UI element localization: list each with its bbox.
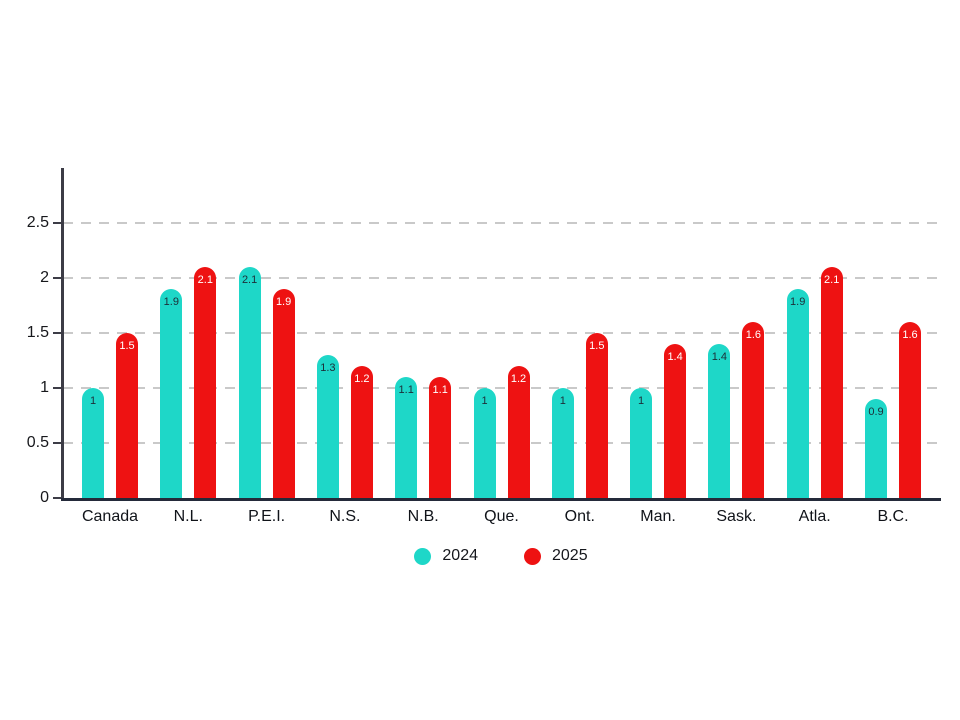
bar-value-label: 1.9 xyxy=(790,296,806,308)
bar-value-label: 1.2 xyxy=(510,373,527,385)
bar-value-label: 1.9 xyxy=(163,296,179,308)
bar-value-label: 1.1 xyxy=(398,384,414,396)
bar-value-label: 2.1 xyxy=(241,274,258,286)
bar-value-label: 2.1 xyxy=(824,274,840,286)
y-axis-label: 2 xyxy=(40,269,49,286)
bar-value-label: 1.5 xyxy=(589,340,605,352)
x-axis-label: Sask. xyxy=(716,508,757,525)
bar-2025nb: 1.1 xyxy=(429,377,452,498)
bar-2024ont: 1 xyxy=(551,388,574,498)
bar-value-label: 1.3 xyxy=(320,362,336,374)
bar-2024nb: 1.1 xyxy=(395,377,418,498)
y-axis-tick xyxy=(53,497,62,499)
bar-2025man: 1.4 xyxy=(664,344,687,498)
gridline xyxy=(63,277,940,279)
y-axis-tick xyxy=(53,442,62,444)
bar-value-label: 1 xyxy=(559,395,566,407)
bar-value-label: 1.6 xyxy=(902,329,918,341)
gridline xyxy=(63,332,940,334)
bar-value-label: 1.4 xyxy=(711,351,728,363)
y-axis-label: 0 xyxy=(40,489,49,506)
y-axis-tick xyxy=(53,387,62,389)
x-axis-label: Ont. xyxy=(564,508,595,525)
bar-2024sask: 1.4 xyxy=(708,344,731,498)
bar-2024pei: 2.1 xyxy=(238,267,261,498)
x-axis-label: P.E.I. xyxy=(248,508,286,525)
y-axis-label: 1 xyxy=(40,379,49,396)
bar-2025ont: 1.5 xyxy=(585,333,608,498)
bar-2025ns: 1.2 xyxy=(350,366,373,498)
bar-2025pei: 1.9 xyxy=(272,289,295,498)
bar-value-label: 2.1 xyxy=(197,274,213,286)
bar-2025atla: 2.1 xyxy=(820,267,843,498)
x-axis-label: Atla. xyxy=(798,508,831,525)
legend-label: 2025 xyxy=(552,547,588,564)
legend-label: 2024 xyxy=(442,547,478,564)
bar-value-label: 1.4 xyxy=(667,351,683,363)
x-axis-label: N.L. xyxy=(173,508,203,525)
x-axis-label: Man. xyxy=(640,508,676,525)
bar-2025que: 1.2 xyxy=(507,366,530,498)
x-axis-line xyxy=(61,498,941,501)
bar-value-label: 1.6 xyxy=(745,329,762,341)
y-axis-tick xyxy=(53,222,62,224)
x-axis-label: N.S. xyxy=(329,508,361,525)
gridline xyxy=(63,387,940,389)
bar-2024que: 1 xyxy=(473,388,496,498)
y-axis-label: 0.5 xyxy=(26,434,49,451)
legend-item-2024: 2024 xyxy=(414,547,478,565)
bar-2024canada: 1 xyxy=(82,388,104,498)
gridline xyxy=(63,442,940,444)
legend-swatch-icon xyxy=(414,547,432,565)
x-axis-label: Canada xyxy=(81,508,139,525)
bar-2024ns: 1.3 xyxy=(316,355,339,498)
legend-swatch-icon xyxy=(524,547,541,565)
bar-2024nl: 1.9 xyxy=(160,289,183,498)
x-axis-label: N.B. xyxy=(407,508,439,525)
bar-value-label: 1 xyxy=(638,395,645,407)
gridline xyxy=(63,222,940,224)
bar-2024bc: 0.9 xyxy=(865,399,887,498)
bar-value-label: 1 xyxy=(89,395,97,407)
bar-2025canada: 1.5 xyxy=(116,333,138,498)
y-axis-label: 1.5 xyxy=(26,324,49,341)
bar-value-label: 1.2 xyxy=(354,373,370,385)
x-axis-label: B.C. xyxy=(877,508,909,525)
y-axis-line xyxy=(61,168,64,500)
bar-2025bc: 1.6 xyxy=(899,322,921,498)
bar-value-label: 0.9 xyxy=(868,406,884,418)
bar-value-label: 1.1 xyxy=(432,384,448,396)
y-axis-tick xyxy=(53,332,62,334)
bar-2025nl: 2.1 xyxy=(194,267,217,498)
bar-value-label: 1.5 xyxy=(119,340,135,352)
x-axis-label: Que. xyxy=(484,508,519,525)
legend: 2024 2025 xyxy=(62,547,940,565)
y-axis-tick xyxy=(53,277,62,279)
bar-2025sask: 1.6 xyxy=(742,322,765,498)
bar-2024man: 1 xyxy=(630,388,653,498)
y-axis-label: 2.5 xyxy=(26,214,49,231)
bar-value-label: 1 xyxy=(481,395,488,407)
bar-2024atla: 1.9 xyxy=(786,289,809,498)
legend-item-2025: 2025 xyxy=(524,547,588,565)
bar-value-label: 1.9 xyxy=(275,296,292,308)
